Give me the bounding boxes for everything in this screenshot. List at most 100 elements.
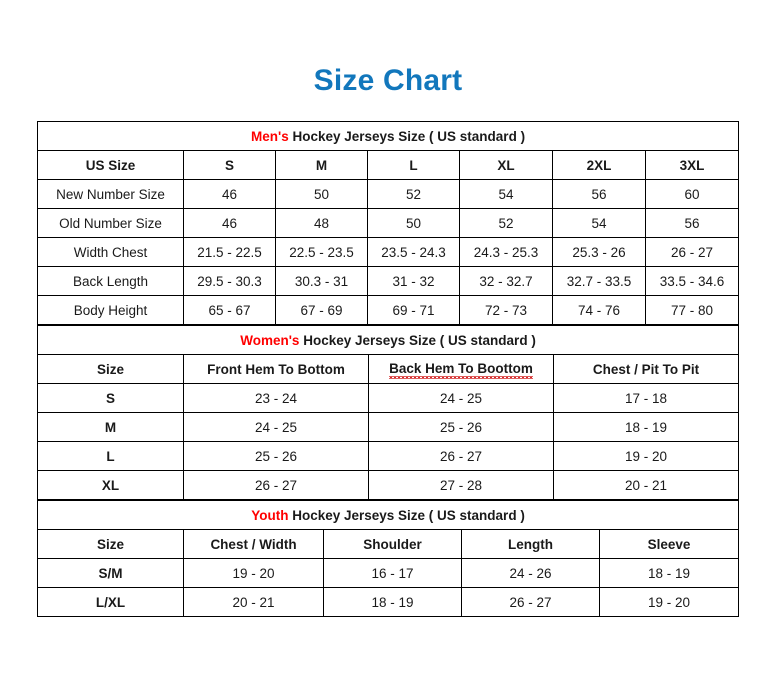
mens-header-row: US Size S M L XL 2XL 3XL xyxy=(37,150,740,180)
womens-section-banner-row: Women's Hockey Jerseys Size ( US standar… xyxy=(36,325,740,355)
youth-row-label-lxl: L/XL xyxy=(37,587,184,617)
youth-cell: 16 - 17 xyxy=(323,558,462,588)
table-row: S 23 - 24 24 - 25 17 - 18 xyxy=(37,383,740,413)
youth-header-shoulder: Shoulder xyxy=(323,529,462,559)
youth-header-chest-width: Chest / Width xyxy=(183,529,324,559)
mens-header-l: L xyxy=(367,150,460,180)
youth-header-sleeve: Sleeve xyxy=(598,529,740,559)
mens-cell: 77 - 80 xyxy=(644,295,740,325)
womens-cell: 26 - 27 xyxy=(183,470,369,500)
misspelled-header-text: Back Hem To Boottom xyxy=(389,361,533,379)
womens-row-label-xl: XL xyxy=(37,470,184,500)
mens-cell: 72 - 73 xyxy=(459,295,553,325)
mens-cell: 56 xyxy=(552,179,646,209)
youth-section-banner-row: Youth Hockey Jerseys Size ( US standard … xyxy=(36,500,740,530)
table-row: Old Number Size 46 48 50 52 54 56 xyxy=(37,208,740,238)
mens-cell: 32 - 32.7 xyxy=(459,266,553,296)
table-row: M 24 - 25 25 - 26 18 - 19 xyxy=(37,412,740,442)
mens-header-3xl: 3XL xyxy=(644,150,740,180)
mens-row-label-width-chest: Width Chest xyxy=(37,237,184,267)
page-title: Size Chart xyxy=(313,64,463,97)
mens-cell: 50 xyxy=(367,208,460,238)
mens-cell: 31 - 32 xyxy=(367,266,460,296)
youth-cell: 18 - 19 xyxy=(598,558,740,588)
mens-header-xl: XL xyxy=(459,150,553,180)
mens-cell: 54 xyxy=(552,208,646,238)
womens-cell: 26 - 27 xyxy=(368,441,554,471)
womens-header-front-hem-to-bottom: Front Hem To Bottom xyxy=(183,354,369,384)
mens-banner-rest: Hockey Jerseys Size ( US standard ) xyxy=(288,128,526,144)
mens-header-m: M xyxy=(275,150,368,180)
youth-size-table: Youth Hockey Jerseys Size ( US standard … xyxy=(36,500,740,617)
table-row: L/XL 20 - 21 18 - 19 26 - 27 19 - 20 xyxy=(37,587,740,617)
youth-header-length: Length xyxy=(461,529,600,559)
youth-cell: 19 - 20 xyxy=(183,558,324,588)
womens-cell: 20 - 21 xyxy=(552,470,740,500)
mens-cell: 52 xyxy=(459,208,553,238)
youth-cell: 19 - 20 xyxy=(598,587,740,617)
womens-banner-rest: Hockey Jerseys Size ( US standard ) xyxy=(299,332,536,348)
mens-cell: 22.5 - 23.5 xyxy=(275,237,368,267)
mens-size-table: Men's Hockey Jerseys Size ( US standard … xyxy=(36,121,740,325)
womens-header-chest-pit-to-pit: Chest / Pit To Pit xyxy=(552,354,740,384)
mens-cell: 69 - 71 xyxy=(367,295,460,325)
youth-banner-rest: Hockey Jerseys Size ( US standard ) xyxy=(288,507,525,523)
youth-cell: 24 - 26 xyxy=(461,558,600,588)
table-row: S/M 19 - 20 16 - 17 24 - 26 18 - 19 xyxy=(37,558,740,588)
mens-cell: 46 xyxy=(183,208,276,238)
mens-cell: 56 xyxy=(644,208,740,238)
womens-size-table: Women's Hockey Jerseys Size ( US standar… xyxy=(36,325,740,500)
youth-section-banner: Youth Hockey Jerseys Size ( US standard … xyxy=(36,500,740,530)
mens-banner-accent: Men's xyxy=(250,128,289,144)
table-row: New Number Size 46 50 52 54 56 60 xyxy=(37,179,740,209)
womens-cell: 17 - 18 xyxy=(552,383,740,413)
mens-cell: 74 - 76 xyxy=(552,295,646,325)
womens-row-label-l: L xyxy=(37,441,184,471)
womens-row-label-m: M xyxy=(37,412,184,442)
table-row: Back Length 29.5 - 30.3 30.3 - 31 31 - 3… xyxy=(37,266,740,296)
mens-cell: 50 xyxy=(275,179,368,209)
mens-cell: 46 xyxy=(183,179,276,209)
womens-row-label-s: S xyxy=(37,383,184,413)
mens-cell: 54 xyxy=(459,179,553,209)
mens-header-2xl: 2XL xyxy=(552,150,646,180)
womens-cell: 27 - 28 xyxy=(368,470,554,500)
size-chart-tables: Men's Hockey Jerseys Size ( US standard … xyxy=(36,121,740,617)
womens-cell: 19 - 20 xyxy=(552,441,740,471)
table-row: Body Height 65 - 67 67 - 69 69 - 71 72 -… xyxy=(37,295,740,325)
youth-cell: 20 - 21 xyxy=(183,587,324,617)
mens-cell: 26 - 27 xyxy=(644,237,740,267)
mens-cell: 32.7 - 33.5 xyxy=(552,266,646,296)
mens-cell: 25.3 - 26 xyxy=(552,237,646,267)
womens-header-row: Size Front Hem To Bottom Back Hem To Boo… xyxy=(37,354,740,384)
mens-cell: 24.3 - 25.3 xyxy=(459,237,553,267)
table-row: XL 26 - 27 27 - 28 20 - 21 xyxy=(37,470,740,500)
womens-cell: 23 - 24 xyxy=(183,383,369,413)
youth-header-row: Size Chest / Width Shoulder Length Sleev… xyxy=(37,529,740,559)
womens-section-banner: Women's Hockey Jerseys Size ( US standar… xyxy=(36,325,740,355)
table-row: L 25 - 26 26 - 27 19 - 20 xyxy=(37,441,740,471)
womens-header-size: Size xyxy=(37,354,184,384)
youth-cell: 18 - 19 xyxy=(323,587,462,617)
mens-header-us-size: US Size xyxy=(37,150,184,180)
womens-cell: 24 - 25 xyxy=(183,412,369,442)
mens-section-banner-row: Men's Hockey Jerseys Size ( US standard … xyxy=(36,121,740,151)
youth-cell: 26 - 27 xyxy=(461,587,600,617)
mens-row-label-new-number-size: New Number Size xyxy=(37,179,184,209)
mens-cell: 52 xyxy=(367,179,460,209)
mens-cell: 21.5 - 22.5 xyxy=(183,237,276,267)
table-row: Width Chest 21.5 - 22.5 22.5 - 23.5 23.5… xyxy=(37,237,740,267)
womens-cell: 25 - 26 xyxy=(183,441,369,471)
mens-cell: 60 xyxy=(644,179,740,209)
womens-cell: 18 - 19 xyxy=(552,412,740,442)
youth-header-size: Size xyxy=(37,529,184,559)
mens-header-s: S xyxy=(183,150,276,180)
mens-row-label-back-length: Back Length xyxy=(37,266,184,296)
mens-cell: 23.5 - 24.3 xyxy=(367,237,460,267)
womens-cell: 24 - 25 xyxy=(368,383,554,413)
womens-cell: 25 - 26 xyxy=(368,412,554,442)
mens-cell: 48 xyxy=(275,208,368,238)
mens-cell: 33.5 - 34.6 xyxy=(644,266,740,296)
mens-cell: 29.5 - 30.3 xyxy=(183,266,276,296)
